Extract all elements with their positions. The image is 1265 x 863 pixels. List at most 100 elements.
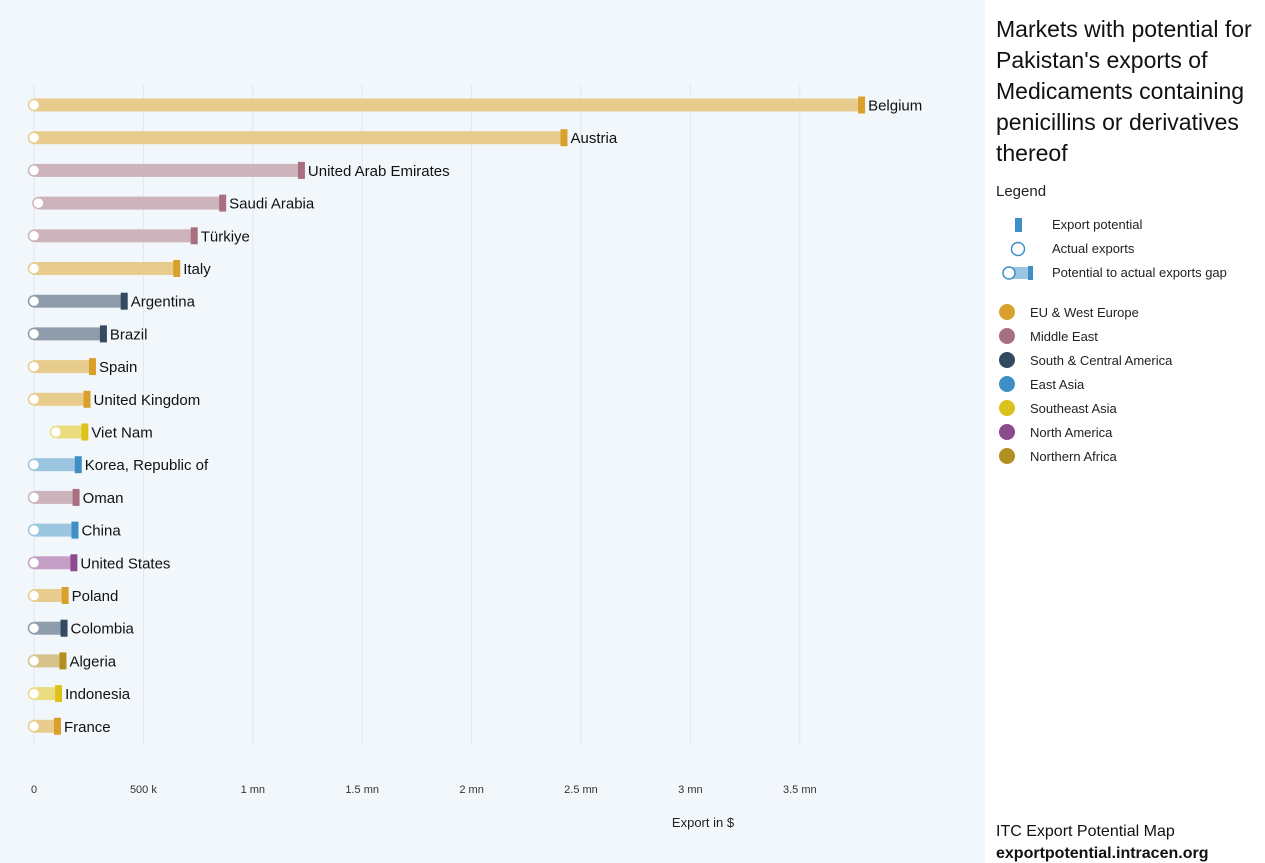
actual-exports-marker xyxy=(27,360,41,373)
actual-exports-marker xyxy=(27,393,41,406)
actual-exports-marker xyxy=(27,654,41,668)
country-label: Colombia xyxy=(71,621,135,638)
potential-marker xyxy=(74,456,82,474)
potential-marker xyxy=(297,161,305,179)
legend-item-export-potential: Export potential xyxy=(985,215,1265,235)
side-panel: Markets with potential for Pakistan's ex… xyxy=(985,0,1265,863)
region-legend-item: Northern Africa xyxy=(985,446,1265,466)
actual-exports-marker xyxy=(27,294,41,308)
country-label: France xyxy=(64,719,111,736)
market-row: Indonesia xyxy=(27,685,131,703)
market-row: United States xyxy=(27,554,170,572)
region-color-dot xyxy=(999,376,1015,392)
market-row: Algeria xyxy=(27,652,117,670)
country-label: Indonesia xyxy=(65,686,131,703)
region-legend-item: Middle East xyxy=(985,326,1265,346)
gap-bar xyxy=(34,262,177,275)
potential-marker xyxy=(560,129,568,147)
market-row: Saudi Arabia xyxy=(32,194,315,213)
gap-bar xyxy=(34,98,862,112)
potential-marker xyxy=(60,619,68,637)
potential-marker xyxy=(99,325,107,343)
actual-exports-marker xyxy=(27,131,41,144)
country-label: United States xyxy=(80,555,170,572)
market-row: United Arab Emirates xyxy=(27,161,450,180)
country-label: China xyxy=(81,523,121,540)
gap-icon xyxy=(1002,266,1033,280)
region-label: North America xyxy=(1030,425,1113,440)
country-label: United Arab Emirates xyxy=(308,163,450,180)
actual-exports-marker xyxy=(27,262,41,275)
market-bars: Belgium Austria United Arab Emirates Saudi … xyxy=(27,96,922,736)
actual-exports-marker xyxy=(27,720,41,733)
actual-exports-marker xyxy=(27,621,41,635)
potential-marker xyxy=(72,488,80,506)
gap-bar xyxy=(34,719,57,733)
region-color-dot xyxy=(999,400,1015,416)
gap-bar xyxy=(34,687,59,701)
gap-bar xyxy=(34,523,75,537)
x-tick-label: 1.5 mn xyxy=(345,784,379,796)
country-label: Korea, Republic of xyxy=(85,457,209,474)
gap-bar xyxy=(34,360,92,374)
market-row: Brazil xyxy=(27,325,148,343)
region-label: Northern Africa xyxy=(1030,449,1117,464)
potential-marker xyxy=(53,717,61,735)
legend-gap-label: Potential to actual exports gap xyxy=(1052,265,1227,280)
chart-area: Belgium Austria United Arab Emirates Saudi … xyxy=(0,0,985,863)
potential-marker xyxy=(55,685,63,703)
country-label: Oman xyxy=(83,490,124,507)
country-label: Argentina xyxy=(131,294,196,311)
market-row: Poland xyxy=(27,587,118,605)
gap-bar xyxy=(38,196,223,210)
actual-exports-marker xyxy=(27,327,41,341)
potential-marker xyxy=(219,194,227,212)
country-label: Austria xyxy=(570,130,617,147)
country-label: Belgium xyxy=(868,98,922,115)
gap-bar xyxy=(34,327,103,341)
market-row: Korea, Republic of xyxy=(27,456,209,474)
gap-bar xyxy=(34,490,76,504)
legend-item-actual-exports: Actual exports xyxy=(985,239,1265,259)
gap-bar xyxy=(34,589,65,602)
country-label: Spain xyxy=(99,359,137,376)
dumbbell-chart: Belgium Austria United Arab Emirates Saudi … xyxy=(27,85,922,830)
potential-marker xyxy=(190,227,198,245)
actual-exports-marker xyxy=(27,556,41,570)
gap-bar xyxy=(34,229,194,243)
country-label: Algeria xyxy=(69,653,116,670)
x-axis-ticks: 0 500 k 1 mn 1.5 mn 2 mn 2.5 mn 3 mn 3.5 mn xyxy=(31,784,817,796)
footer-source: ITC Export Potential Map xyxy=(996,823,1175,840)
region-color-dot xyxy=(999,304,1015,320)
potential-marker xyxy=(81,423,89,441)
potential-marker xyxy=(88,358,96,376)
x-tick-label: 2 mn xyxy=(459,784,483,796)
gap-bar xyxy=(55,425,85,439)
region-legend-item: South & Central America xyxy=(985,350,1265,370)
country-label: United Kingdom xyxy=(94,392,201,409)
country-label: Türkiye xyxy=(201,228,250,245)
legend-export-potential-label: Export potential xyxy=(1052,217,1143,232)
market-row: Argentina xyxy=(27,292,196,311)
actual-exports-icon xyxy=(1010,241,1026,257)
actual-exports-marker xyxy=(49,425,63,439)
actual-exports-marker xyxy=(32,196,45,210)
potential-marker xyxy=(59,652,67,670)
x-tick-label: 0 xyxy=(31,784,37,796)
region-label: EU & West Europe xyxy=(1030,305,1139,320)
gap-bar xyxy=(34,163,301,177)
x-axis-title: Export in $ xyxy=(672,815,735,830)
market-row: Austria xyxy=(27,129,618,147)
region-legend-item: EU & West Europe xyxy=(985,302,1265,322)
country-label: Brazil xyxy=(110,326,148,343)
potential-marker xyxy=(858,96,866,114)
region-legend-item: East Asia xyxy=(985,374,1265,394)
export-potential-icon xyxy=(1015,218,1022,232)
actual-exports-marker xyxy=(27,523,41,537)
market-row: Colombia xyxy=(27,619,135,638)
gap-bar xyxy=(34,556,74,570)
market-row: Oman xyxy=(27,488,124,507)
market-row: Italy xyxy=(27,260,211,278)
actual-exports-marker xyxy=(27,164,41,177)
potential-marker xyxy=(83,390,91,408)
